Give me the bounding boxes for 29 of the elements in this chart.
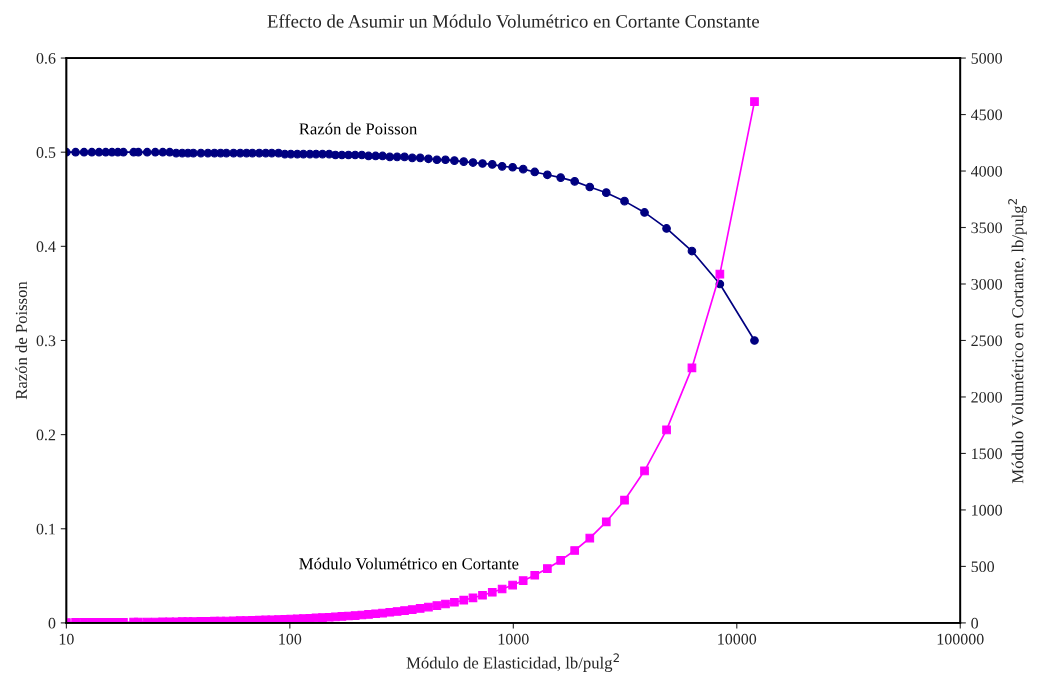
x-tick-label: 1000 (498, 633, 529, 645)
y-axis-title: Razón de Poisson (15, 281, 28, 400)
x-axis-title: Módulo de Elasticidad, lb/pulg$^{2}$ (406, 653, 619, 672)
y-tick-label: 0.1 (36, 523, 55, 535)
y2-tick-label: 0 (971, 617, 979, 629)
y-tick-label: 0.2 (36, 429, 56, 441)
y2-axis-title: Módulo Volumétrico en Cortante, lb/pulg$^{2}$ (1008, 199, 1027, 484)
y2-tick-label: 3500 (971, 222, 1003, 234)
y2-tick-label: 500 (971, 561, 995, 573)
y-tick-label: 0 (48, 617, 56, 629)
x-tick-label: 10000 (718, 633, 757, 645)
y-tick-label: 0.5 (36, 147, 56, 158)
y2-tick-label: 4500 (970, 109, 1003, 121)
series-label: Módulo Volumétrico en Cortante (299, 557, 519, 570)
y-tick-label: 0.3 (36, 335, 56, 347)
y-tick-label: 0.6 (36, 52, 56, 64)
y2-tick-label: 1500 (972, 448, 1003, 460)
y2-tick-label: 3000 (971, 278, 1003, 290)
x-tick-label: 100000 (937, 633, 984, 645)
y2-tick-label: 2000 (971, 391, 1003, 403)
y2-tick-label: 4000 (970, 165, 1003, 177)
x-tick-label: 100 (279, 633, 302, 645)
y2-tick-label: 2500 (971, 335, 1003, 347)
chart-title: Effecto de Asumir un Módulo Volumétrico en Cortante Constante (267, 14, 759, 28)
series-label: Razón de Poisson (299, 122, 418, 135)
x-tick-label: 10 (59, 633, 74, 645)
y-tick-label: 0.4 (36, 241, 56, 253)
y2-tick-label: 1000 (972, 504, 1003, 516)
y2-tick-label: 5000 (971, 52, 1003, 64)
